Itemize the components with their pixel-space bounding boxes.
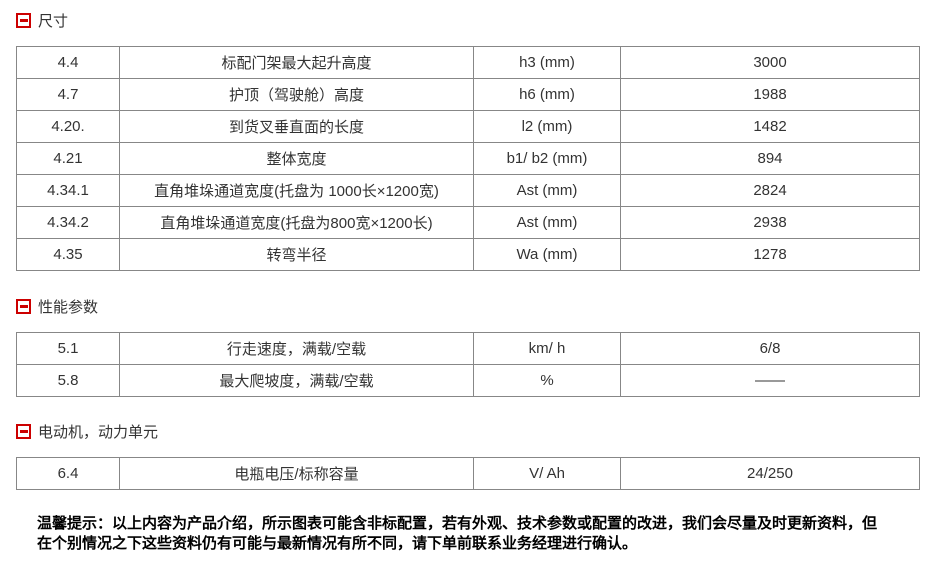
cell-value: 1278: [620, 238, 920, 271]
table-row: 6.4 电瓶电压/标称容量 V/ Ah 24/250: [16, 457, 920, 490]
table-row: 5.8 最大爬坡度，满载/空载% ——: [16, 364, 920, 397]
spec-table-dimensions: 4.4 标配门架最大起升高度 h3 (mm) 3000 4.7 护顶（驾驶舱）高度 h6 (…: [16, 46, 920, 271]
cell-no: 4.34.1: [16, 174, 120, 207]
cell-value: 1988: [620, 78, 920, 111]
minus-glyph: [19, 429, 28, 433]
section-title-performance: 性能参数: [38, 298, 99, 316]
cell-symbol: km/ h: [473, 332, 621, 365]
cell-value: 24/250: [620, 457, 920, 490]
cell-desc: 电瓶电压/标称容量: [119, 457, 474, 490]
cell-value: 2824: [620, 174, 920, 207]
cell-value: ——: [620, 364, 920, 397]
cell-no: 6.4: [16, 457, 120, 490]
cell-symbol: Wa (mm): [473, 238, 621, 271]
cell-no: 5.8: [16, 364, 120, 397]
table-row: 4.21 整体宽度 b1/ b2 (mm) 894: [16, 142, 920, 175]
minus-glyph: [19, 304, 28, 308]
spec-page: 尺寸 4.4 标配门架最大起升高度 h3 (mm) 3000 4.7 护顶（驾驶舱）高度 h…: [16, 12, 943, 554]
notice-line-1: 温馨提示：以上内容为产品介绍，所示图表可能含非标配置，若有外观、技术参数或配置的…: [37, 515, 878, 532]
cell-desc: 标配门架最大起升高度: [119, 46, 474, 79]
collapse-minus-icon[interactable]: [16, 423, 31, 439]
cell-value: 2938: [620, 206, 920, 239]
section-header-motor: 电动机，动力单元: [16, 423, 943, 441]
table-row: 4.4 标配门架最大起升高度 h3 (mm) 3000: [16, 46, 920, 79]
cell-no: 4.21: [16, 142, 120, 175]
section-header-dimensions: 尺寸: [16, 12, 943, 30]
table-row: 4.35 转弯半径 Wa (mm) 1278: [16, 238, 920, 271]
cell-symbol: V/ Ah: [473, 457, 621, 490]
cell-desc: 行走速度，满载/空载: [119, 332, 474, 365]
cell-no: 4.20.: [16, 110, 120, 143]
cell-no: 5.1: [16, 332, 120, 365]
spec-table-performance: 5.1 行走速度，满载/空载 km/ h 6/8 5.8 最大爬坡度，满载/空载% ——: [16, 332, 920, 397]
cell-value: 1482: [620, 110, 920, 143]
collapse-minus-icon[interactable]: [16, 12, 31, 28]
cell-desc: 到货叉垂直面的长度: [119, 110, 474, 143]
cell-symbol: %: [473, 364, 621, 397]
cell-value: 3000: [620, 46, 920, 79]
cell-desc: 最大爬坡度，满载/空载: [119, 364, 474, 397]
table-row: 5.1 行走速度，满载/空载 km/ h 6/8: [16, 332, 920, 365]
table-row: 4.20. 到货叉垂直面的长度 l2 (mm) 1482: [16, 110, 920, 143]
section-title-dimensions: 尺寸: [38, 12, 69, 30]
cell-symbol: b1/ b2 (mm): [473, 142, 621, 175]
cell-symbol: l2 (mm): [473, 110, 621, 143]
cell-symbol: Ast (mm): [473, 174, 621, 207]
cell-desc: 直角堆垛通道宽度(托盘为 1000长×1200宽): [119, 174, 474, 207]
section-title-motor: 电动机，动力单元: [38, 423, 159, 441]
spec-table-motor: 6.4 电瓶电压/标称容量 V/ Ah 24/250: [16, 457, 920, 490]
table-row: 4.7 护顶（驾驶舱）高度 h6 (mm) 1988: [16, 78, 920, 111]
cell-no: 4.4: [16, 46, 120, 79]
cell-no: 4.35: [16, 238, 120, 271]
notice-text: 温馨提示：以上内容为产品介绍，所示图表可能含非标配置，若有外观、技术参数或配置的…: [37, 514, 943, 554]
table-row: 4.34.2 直角堆垛通道宽度(托盘为800宽×1200长) Ast (mm) 293…: [16, 206, 920, 239]
minus-glyph: [19, 18, 28, 22]
cell-desc: 直角堆垛通道宽度(托盘为800宽×1200长): [119, 206, 474, 239]
cell-value: 894: [620, 142, 920, 175]
cell-desc: 整体宽度: [119, 142, 474, 175]
cell-symbol: h3 (mm): [473, 46, 621, 79]
notice-line-2: 在个别情况之下这些资料仍有可能与最新情况有所不同，请下单前联系业务经理进行确认。: [37, 535, 638, 552]
collapse-minus-icon[interactable]: [16, 298, 31, 314]
cell-no: 4.7: [16, 78, 120, 111]
cell-symbol: h6 (mm): [473, 78, 621, 111]
cell-symbol: Ast (mm): [473, 206, 621, 239]
cell-value: 6/8: [620, 332, 920, 365]
cell-no: 4.34.2: [16, 206, 120, 239]
table-row: 4.34.1 直角堆垛通道宽度(托盘为 1000长×1200宽) Ast (mm) 2…: [16, 174, 920, 207]
section-header-performance: 性能参数: [16, 298, 943, 316]
cell-desc: 转弯半径: [119, 238, 474, 271]
cell-desc: 护顶（驾驶舱）高度: [119, 78, 474, 111]
